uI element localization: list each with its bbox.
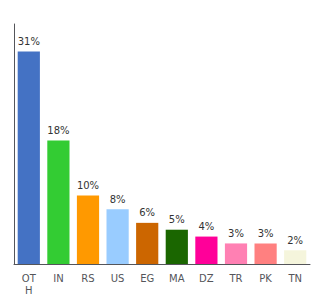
svg-text:H: H: [25, 285, 33, 296]
svg-text:PK: PK: [259, 273, 272, 284]
svg-text:18%: 18%: [47, 125, 69, 136]
svg-text:2%: 2%: [287, 235, 303, 246]
svg-text:EG: EG: [140, 273, 154, 284]
svg-text:4%: 4%: [198, 221, 214, 232]
svg-text:IN: IN: [53, 273, 63, 284]
svg-text:TR: TR: [228, 273, 242, 284]
svg-text:31%: 31%: [18, 36, 40, 47]
svg-text:8%: 8%: [110, 194, 126, 205]
svg-text:5%: 5%: [169, 214, 185, 225]
svg-text:MA: MA: [169, 273, 185, 284]
svg-text:3%: 3%: [258, 228, 274, 239]
svg-text:3%: 3%: [228, 228, 244, 239]
svg-text:OT: OT: [22, 273, 37, 284]
svg-text:10%: 10%: [77, 180, 99, 191]
svg-text:US: US: [111, 273, 125, 284]
svg-text:TN: TN: [287, 273, 302, 284]
svg-text:6%: 6%: [139, 207, 155, 218]
svg-text:DZ: DZ: [199, 273, 214, 284]
svg-text:RS: RS: [81, 273, 94, 284]
